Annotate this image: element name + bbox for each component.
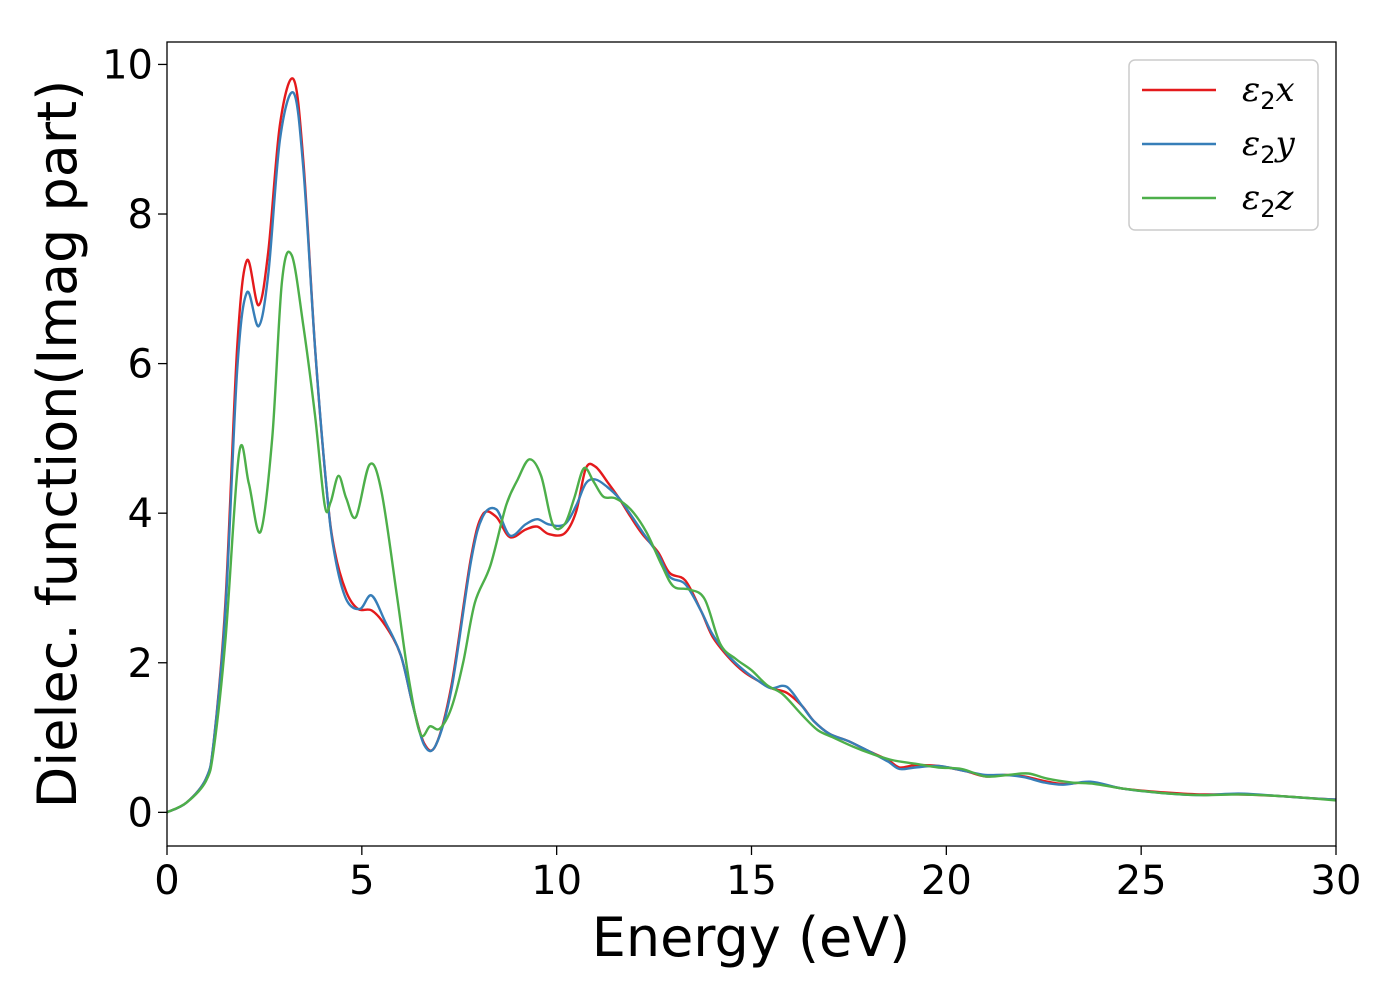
y-tick-label: 10: [102, 42, 153, 88]
x-axis-label: Energy (eV): [592, 906, 911, 969]
y-tick-label: 6: [128, 342, 153, 388]
y-tick-label: 2: [128, 641, 153, 687]
legend-frame: [1128, 59, 1319, 231]
x-tick-label: 0: [154, 858, 179, 904]
y-axis: 0 2 4 6 8 10: [102, 42, 167, 836]
y-tick-label: 0: [128, 790, 153, 836]
y-tick-label: 8: [128, 192, 153, 238]
x-tick-label: 15: [726, 858, 777, 904]
x-tick-label: 30: [1311, 858, 1362, 904]
series-line-z: [166, 250, 1337, 814]
y-tick-label: 4: [128, 491, 153, 537]
x-tick-label: 10: [531, 858, 582, 904]
legend-label-y: ε2y: [1242, 124, 1296, 169]
x-tick-label: 5: [349, 858, 374, 904]
plot-lines: [166, 77, 1337, 814]
x-tick-label: 25: [1116, 858, 1167, 904]
x-axis: 0 5 10 15 20 25 30: [154, 846, 1361, 904]
x-tick-label: 20: [921, 858, 972, 904]
legend-label-x: ε2x: [1242, 70, 1295, 115]
legend-label-z: ε2z: [1242, 178, 1295, 223]
legend: ε2x ε2y ε2z: [1128, 59, 1319, 231]
y-axis-label: Dielec. function(Imag part): [26, 80, 89, 809]
